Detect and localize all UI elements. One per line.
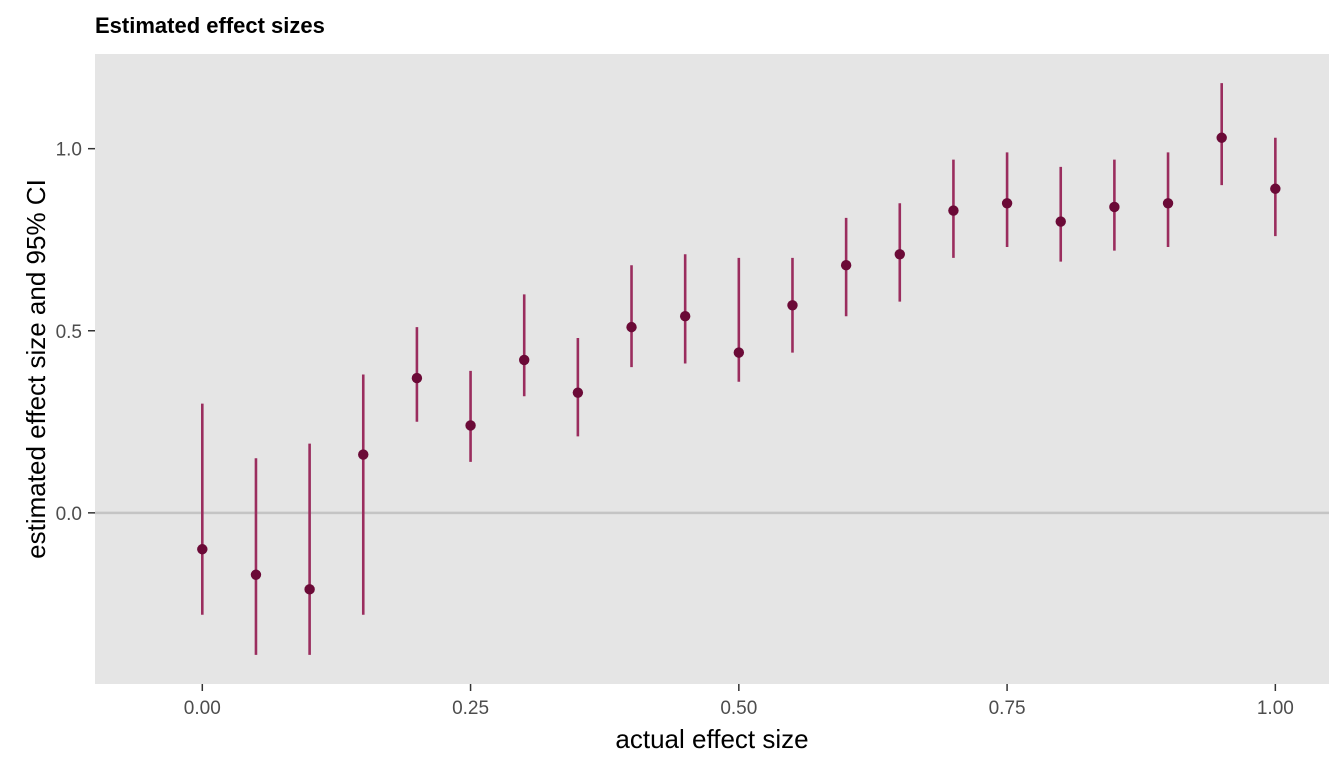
data-point-18 xyxy=(1162,198,1174,209)
x-tick-label-1: 0.25 xyxy=(452,698,489,719)
data-point-2 xyxy=(304,584,315,595)
data-point-10 xyxy=(733,347,745,358)
chart-title: Estimated effect sizes xyxy=(95,13,325,38)
data-point-9 xyxy=(679,310,691,322)
data-point-6 xyxy=(519,354,530,366)
x-tick-label-4: 1.00 xyxy=(1257,698,1294,719)
x-axis-title: actual effect size xyxy=(615,724,808,754)
data-point-12 xyxy=(840,260,852,271)
y-tick-label-0: 0.0 xyxy=(56,504,82,525)
data-point-4 xyxy=(411,372,423,384)
x-tick-label-3: 0.75 xyxy=(989,698,1026,719)
data-point-5 xyxy=(465,420,476,431)
data-point-19 xyxy=(1216,132,1227,143)
y-tick-label-1: 0.5 xyxy=(56,322,82,343)
data-point-14 xyxy=(948,205,959,216)
data-point-20 xyxy=(1270,183,1281,194)
data-point-3 xyxy=(358,449,369,460)
data-point-0 xyxy=(197,544,208,555)
data-point-1 xyxy=(250,569,262,580)
data-point-17 xyxy=(1109,201,1120,213)
y-tick-label-2: 1.0 xyxy=(56,140,82,161)
y-axis: 0.0 0.5 1.0 xyxy=(56,140,95,525)
plot-panel xyxy=(95,54,1329,684)
data-point-15 xyxy=(1001,198,1013,209)
data-point-8 xyxy=(626,321,637,333)
data-point-16 xyxy=(1055,216,1066,227)
y-axis-title: estimated effect size and 95% CI xyxy=(21,179,51,559)
data-point-13 xyxy=(894,249,905,260)
point-layer xyxy=(197,132,1281,595)
x-tick-label-2: 0.50 xyxy=(720,698,757,719)
data-point-11 xyxy=(787,300,798,311)
x-tick-label-0: 0.00 xyxy=(184,698,221,719)
data-point-7 xyxy=(572,387,584,398)
x-axis: 0.00 0.25 0.50 0.75 1.00 xyxy=(184,684,1294,719)
